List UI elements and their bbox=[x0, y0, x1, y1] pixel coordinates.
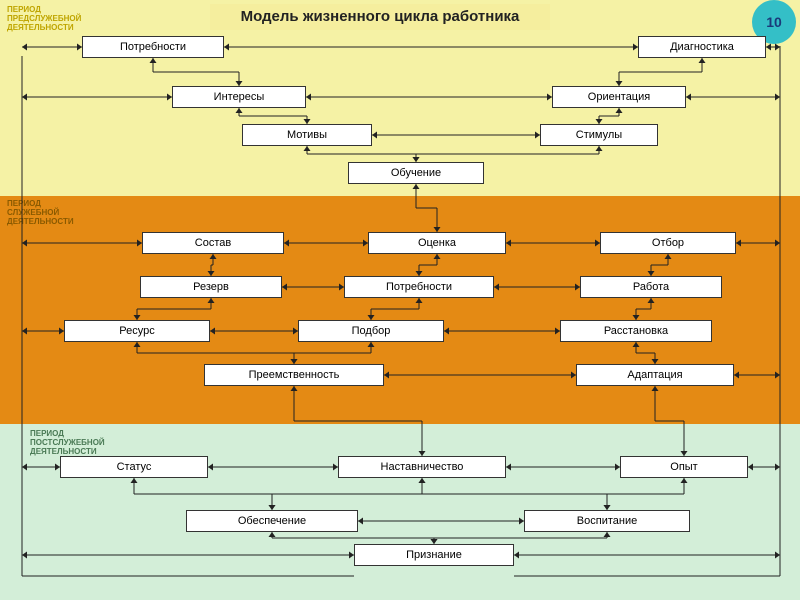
node-stim: Стимулы bbox=[540, 124, 658, 146]
node-rezerv: Резерв bbox=[140, 276, 282, 298]
diagram-title: Модель жизненного цикла работника bbox=[210, 4, 550, 30]
node-adapt: Адаптация bbox=[576, 364, 734, 386]
node-motiv: Мотивы bbox=[242, 124, 372, 146]
node-prizn: Признание bbox=[354, 544, 514, 566]
zone-label-post: ПЕРИОДПОСТСЛУЖЕБНОЙДЕЯТЕЛЬНОСТИ bbox=[30, 430, 105, 456]
node-rabota: Работа bbox=[580, 276, 722, 298]
node-obesp: Обеспечение bbox=[186, 510, 358, 532]
node-sostav: Состав bbox=[142, 232, 284, 254]
node-otbor: Отбор bbox=[600, 232, 736, 254]
node-inter: Интересы bbox=[172, 86, 306, 108]
node-status: Статус bbox=[60, 456, 208, 478]
node-preem: Преемственность bbox=[204, 364, 384, 386]
node-resurs: Ресурс bbox=[64, 320, 210, 342]
node-obuch: Обучение bbox=[348, 162, 484, 184]
zone-srv bbox=[0, 196, 800, 424]
node-nastav: Наставничество bbox=[338, 456, 506, 478]
zone-label-srv: ПЕРИОДСЛУЖЕБНОЙДЕЯТЕЛЬНОСТИ bbox=[7, 200, 74, 226]
node-opyt: Опыт bbox=[620, 456, 748, 478]
node-orient: Ориентация bbox=[552, 86, 686, 108]
diagram-stage: ПЕРИОДПРЕДСЛУЖЕБНОЙДЕЯТЕЛЬНОСТИ ПЕРИОДСЛУ… bbox=[0, 0, 800, 600]
node-vospit: Воспитание bbox=[524, 510, 690, 532]
node-podbor: Подбор bbox=[298, 320, 444, 342]
node-potreb2: Потребности bbox=[344, 276, 494, 298]
node-diag: Диагностика bbox=[638, 36, 766, 58]
node-potreb1: Потребности bbox=[82, 36, 224, 58]
zone-label-pre: ПЕРИОДПРЕДСЛУЖЕБНОЙДЕЯТЕЛЬНОСТИ bbox=[7, 6, 81, 32]
node-rasst: Расстановка bbox=[560, 320, 712, 342]
node-ocenka: Оценка bbox=[368, 232, 506, 254]
